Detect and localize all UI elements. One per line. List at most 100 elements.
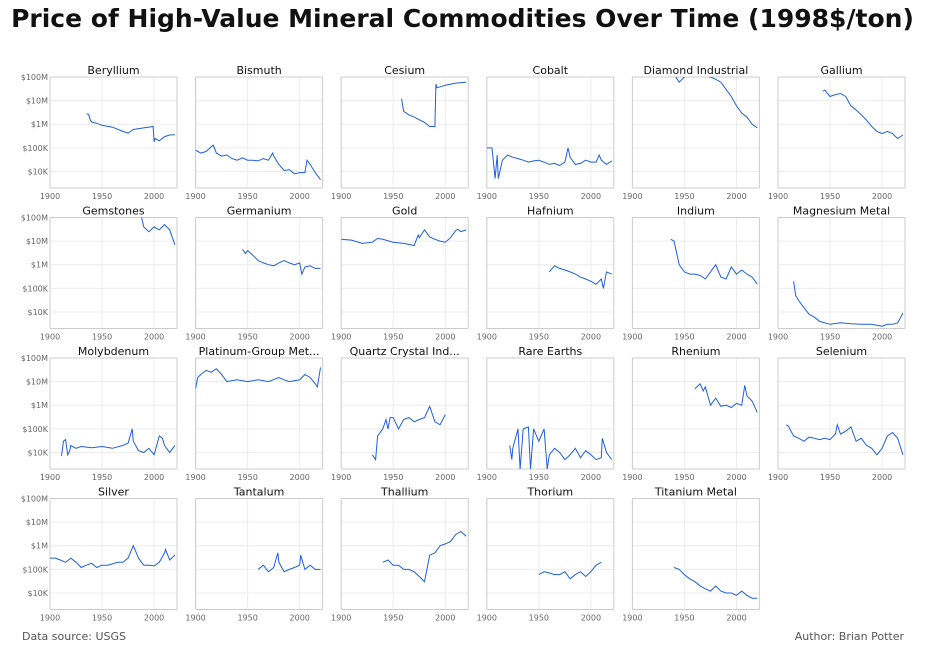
y-tick-label: $10M	[26, 518, 48, 527]
panel-background	[486, 217, 614, 329]
x-tick-label: 2000	[581, 333, 601, 342]
x-tick-label: 1900	[331, 192, 351, 201]
x-tick-label: 1950	[529, 614, 549, 623]
x-tick-label: 1900	[331, 614, 351, 623]
x-tick-label: 1950	[820, 333, 840, 342]
series-line-bismuth	[195, 144, 321, 180]
panel-cesium: Cesium 1900 1950 2000	[331, 64, 469, 201]
x-tick-label: 2000	[290, 192, 310, 201]
author-note: Author: Brian Potter	[794, 630, 904, 643]
x-tick-label: 1900	[477, 333, 497, 342]
x-tick-label: 1950	[820, 192, 840, 201]
series-line-thorium	[538, 561, 602, 580]
x-tick-label: 1950	[383, 333, 403, 342]
x-tick-label: 1900	[40, 473, 60, 482]
series-line-rare-earths	[509, 426, 613, 469]
panel-title: Hafnium	[527, 205, 574, 218]
x-tick-label: 1950	[529, 192, 549, 201]
series-line-molybdenum	[61, 428, 176, 457]
y-tick-label: $10M	[26, 97, 48, 106]
series-line-beryllium	[86, 113, 175, 142]
y-tick-label: $1M	[31, 401, 48, 410]
y-tick-label: $1M	[31, 120, 48, 129]
panel-background	[486, 77, 614, 188]
x-tick-label: 1950	[820, 473, 840, 482]
y-tick-label: $10M	[26, 378, 48, 387]
x-tick-label: 2000	[144, 192, 164, 201]
panel-background	[341, 498, 469, 610]
panel-title: Diamond Industrial	[644, 64, 749, 77]
series-line-germanium	[242, 248, 321, 276]
chart-title: Price of High-Value Mineral Commodities …	[11, 4, 914, 33]
y-tick-label: $100M	[21, 214, 48, 223]
x-tick-label: 2000	[435, 473, 455, 482]
panel-magnesium-metal: Magnesium Metal 1900 1950 2000	[768, 205, 906, 342]
x-tick-label: 1950	[674, 614, 694, 623]
panel-title: Magnesium Metal	[793, 205, 890, 218]
x-tick-label: 1900	[477, 473, 497, 482]
x-tick-label: 2000	[726, 192, 746, 201]
x-tick-label: 1950	[383, 614, 403, 623]
series-line-selenium	[786, 422, 904, 456]
panel-background	[341, 217, 469, 329]
y-tick-label: $100K	[22, 565, 48, 574]
y-tick-label: $100K	[22, 144, 48, 153]
panel-background	[50, 217, 177, 329]
series-line-indium	[670, 238, 758, 285]
panel-indium: Indium 1900 1950 2000	[622, 205, 760, 342]
x-tick-label: 1900	[40, 192, 60, 201]
series-line-gallium	[822, 89, 904, 140]
x-tick-label: 1900	[622, 614, 642, 623]
x-tick-label: 2000	[435, 192, 455, 201]
x-tick-label: 2000	[290, 333, 310, 342]
x-tick-label: 1900	[331, 473, 351, 482]
x-tick-label: 2000	[581, 473, 601, 482]
panel-title: Selenium	[816, 345, 867, 358]
panel-title: Molybdenum	[78, 345, 149, 358]
series-line-cobalt	[486, 147, 612, 179]
panel-title: Germanium	[227, 205, 292, 218]
x-tick-label: 1950	[383, 473, 403, 482]
x-tick-label: 1900	[622, 192, 642, 201]
panel-titanium-metal: Titanium Metal 1900 1950 2000	[622, 486, 760, 623]
series-line-tantalum	[257, 552, 321, 573]
panel-background	[778, 358, 905, 469]
y-tick-label: $1M	[31, 261, 48, 270]
x-tick-label: 1900	[185, 614, 205, 623]
x-tick-label: 1950	[674, 333, 694, 342]
panel-title: Cesium	[384, 64, 425, 77]
x-tick-label: 2000	[872, 192, 892, 201]
panel-background	[341, 358, 469, 469]
x-tick-label: 1900	[185, 192, 205, 201]
x-tick-label: 1950	[383, 192, 403, 201]
panel-gold: Gold 1900 1950 2000	[331, 205, 469, 342]
panel-background	[195, 358, 323, 469]
y-tick-label: $10K	[27, 589, 48, 598]
series-line-rhenium	[694, 383, 758, 413]
series-line-gemstones	[141, 217, 176, 245]
x-tick-label: 2000	[726, 333, 746, 342]
panel-title: Bismuth	[236, 64, 281, 77]
x-tick-label: 1900	[185, 333, 205, 342]
panel-title: Gemstones	[82, 205, 145, 218]
panel-rhenium: Rhenium 1900 1950 2000	[622, 345, 760, 482]
panel-title: Thallium	[380, 486, 428, 499]
x-tick-label: 2000	[872, 473, 892, 482]
x-tick-label: 2000	[144, 614, 164, 623]
source-note: Data source: USGS	[22, 630, 127, 643]
panel-germanium: Germanium 1900 1950 2000	[185, 205, 324, 342]
x-tick-label: 1950	[237, 614, 257, 623]
panel-hafnium: Hafnium 1900 1950 2000	[477, 205, 615, 342]
panel-background	[195, 498, 323, 610]
panel-title: Silver	[98, 486, 129, 499]
x-tick-label: 1900	[768, 473, 788, 482]
panel-background	[341, 77, 469, 188]
panel-title: Gold	[392, 205, 417, 218]
x-tick-label: 2000	[290, 614, 310, 623]
panel-silver: Silver 1900 1950 2000 $10K $100K $1M $10M $100M	[21, 486, 178, 623]
x-tick-label: 2000	[872, 333, 892, 342]
y-tick-label: $100K	[22, 425, 48, 434]
series-line-titanium-metal	[673, 567, 758, 599]
x-tick-label: 1950	[529, 333, 549, 342]
